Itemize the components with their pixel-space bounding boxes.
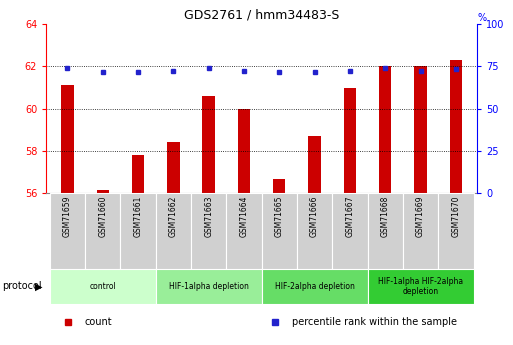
Bar <box>368 269 473 304</box>
Text: protocol: protocol <box>3 282 42 291</box>
Text: control: control <box>89 282 116 291</box>
Text: HIF-1alpha depletion: HIF-1alpha depletion <box>169 282 249 291</box>
Text: GSM71665: GSM71665 <box>275 196 284 237</box>
Bar <box>85 193 121 269</box>
Bar <box>238 109 250 193</box>
Bar <box>262 193 297 269</box>
Bar <box>155 193 191 269</box>
Text: HIF-1alpha HIF-2alpha
depletion: HIF-1alpha HIF-2alpha depletion <box>378 277 463 296</box>
Text: GSM71663: GSM71663 <box>204 196 213 237</box>
Bar <box>121 193 155 269</box>
Bar <box>167 142 180 193</box>
Bar <box>368 193 403 269</box>
Bar <box>50 269 155 304</box>
Bar <box>155 269 262 304</box>
Text: GSM71666: GSM71666 <box>310 196 319 237</box>
Bar <box>132 155 144 193</box>
Bar <box>450 60 462 193</box>
Bar <box>379 66 391 193</box>
Bar <box>262 269 368 304</box>
Bar <box>191 193 226 269</box>
Text: GSM71669: GSM71669 <box>416 196 425 237</box>
Bar <box>96 190 109 193</box>
Bar <box>50 193 85 269</box>
Bar <box>403 193 438 269</box>
Text: ▶: ▶ <box>35 282 42 291</box>
Bar <box>332 193 368 269</box>
Bar <box>438 193 473 269</box>
Text: count: count <box>85 317 112 327</box>
Bar <box>415 66 427 193</box>
Text: GSM71661: GSM71661 <box>133 196 143 237</box>
Text: percentile rank within the sample: percentile rank within the sample <box>292 317 457 327</box>
Bar <box>308 136 321 193</box>
Text: GSM71668: GSM71668 <box>381 196 390 237</box>
Bar <box>61 86 73 193</box>
Text: GSM71670: GSM71670 <box>451 196 460 237</box>
Text: GSM71662: GSM71662 <box>169 196 178 237</box>
Text: GSM71664: GSM71664 <box>240 196 248 237</box>
Title: GDS2761 / hmm34483-S: GDS2761 / hmm34483-S <box>184 9 339 22</box>
Text: GSM71659: GSM71659 <box>63 196 72 237</box>
Text: GSM71667: GSM71667 <box>345 196 354 237</box>
Text: %: % <box>477 13 486 23</box>
Bar <box>226 193 262 269</box>
Bar <box>297 193 332 269</box>
Bar <box>344 88 356 193</box>
Bar <box>203 96 215 193</box>
Text: GSM71660: GSM71660 <box>98 196 107 237</box>
Text: HIF-2alpha depletion: HIF-2alpha depletion <box>274 282 354 291</box>
Bar <box>273 179 285 193</box>
